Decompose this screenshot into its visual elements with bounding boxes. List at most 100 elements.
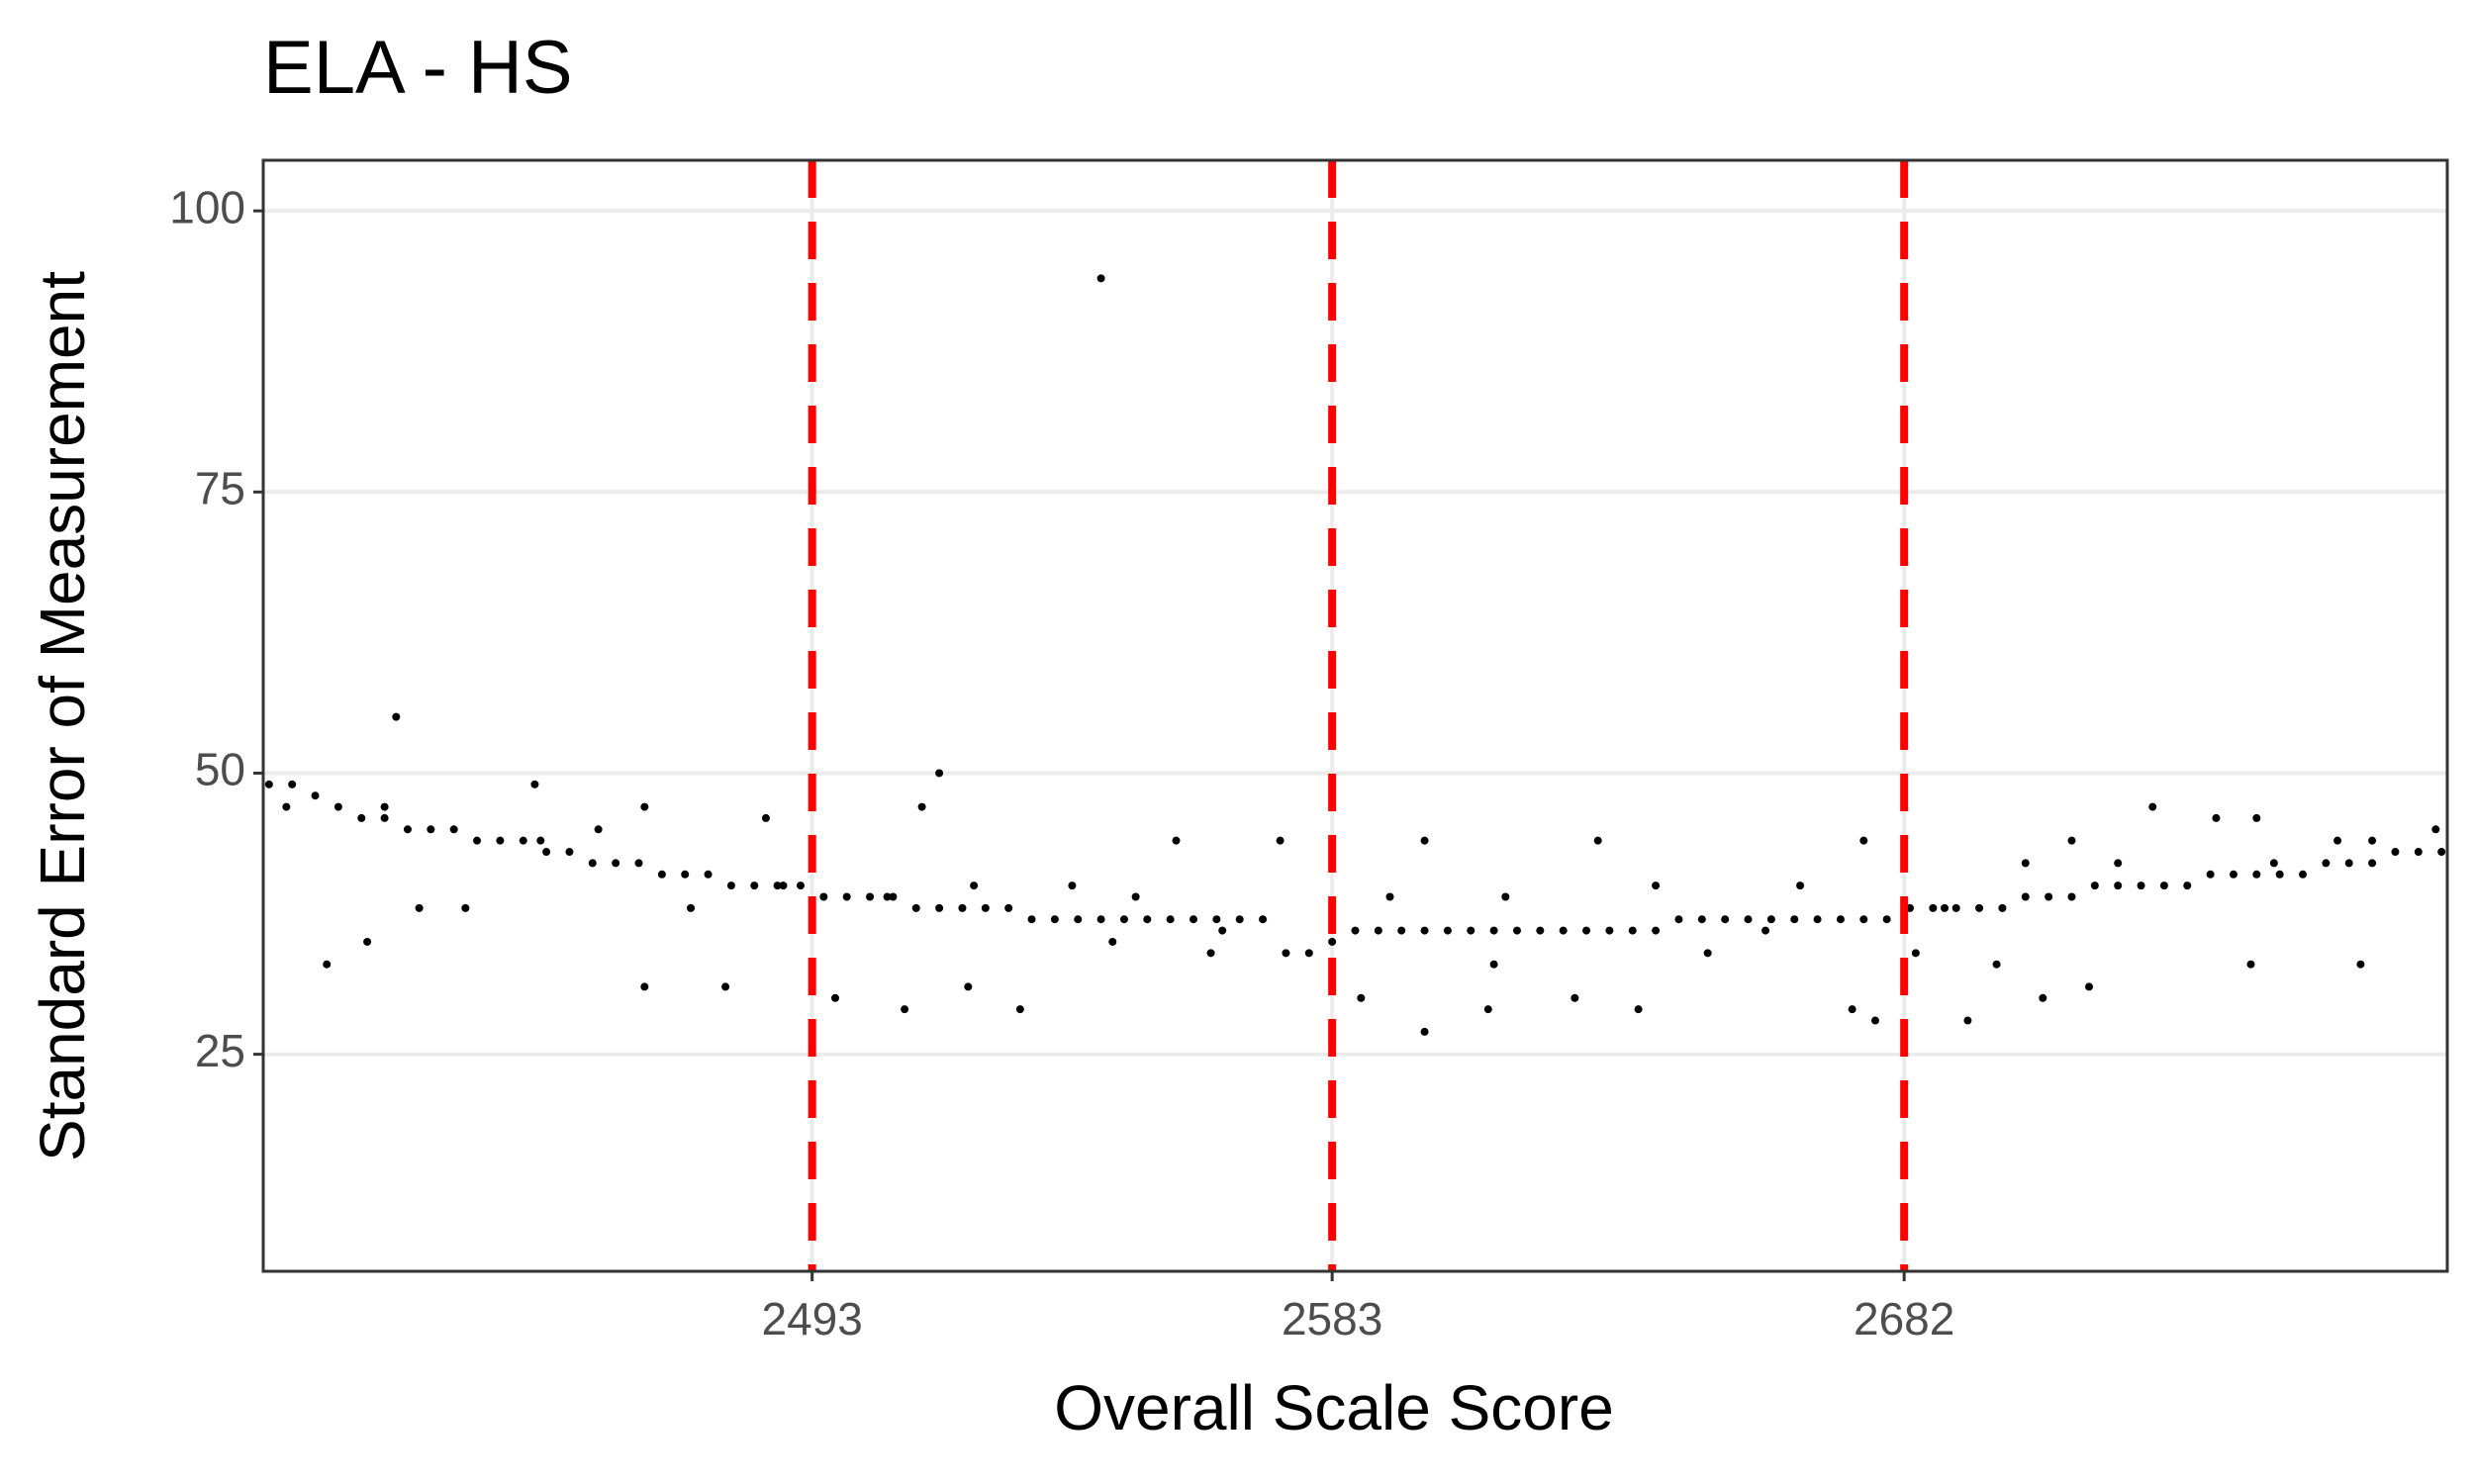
point: [363, 937, 372, 946]
point: [1501, 892, 1510, 901]
point: [1131, 892, 1140, 901]
point: [2246, 960, 2255, 969]
point: [2021, 892, 2030, 901]
point: [917, 802, 926, 811]
point: [2090, 881, 2099, 890]
point: [1212, 915, 1221, 924]
point: [2275, 870, 2284, 879]
point: [964, 982, 973, 991]
x-tick-label: 2682: [1854, 1293, 1954, 1345]
point: [796, 881, 805, 890]
point: [2252, 870, 2261, 879]
plot-border: [261, 158, 2449, 1273]
point: [1836, 915, 1845, 924]
point: [380, 802, 389, 811]
point: [1206, 949, 1215, 958]
point: [1813, 915, 1822, 924]
point: [536, 836, 545, 845]
point: [1328, 937, 1337, 946]
point: [1697, 915, 1706, 924]
point: [2039, 993, 2047, 1002]
point: [473, 836, 482, 845]
point: [380, 813, 389, 822]
point: [1951, 903, 1960, 912]
point: [449, 825, 458, 834]
point: [427, 825, 435, 834]
point: [819, 892, 828, 901]
point: [704, 870, 713, 879]
point: [1703, 949, 1712, 958]
point: [1172, 836, 1181, 845]
point: [403, 825, 412, 834]
point: [1848, 1005, 1856, 1014]
point: [726, 881, 735, 890]
point: [2114, 881, 2123, 890]
point: [935, 769, 944, 778]
point: [1652, 881, 1661, 890]
point: [1357, 993, 1366, 1002]
point: [288, 780, 297, 788]
point: [2299, 870, 2308, 879]
point: [2229, 870, 2237, 879]
point: [2148, 802, 2157, 811]
point: [1385, 892, 1394, 901]
x-axis-label: Overall Scale Score: [1054, 1372, 1614, 1443]
point: [1582, 926, 1591, 935]
point: [1559, 926, 1568, 935]
point: [1420, 1027, 1429, 1036]
point: [612, 859, 620, 868]
point: [640, 982, 649, 991]
point: [911, 903, 920, 912]
point: [1911, 949, 1920, 958]
point: [392, 712, 401, 721]
point: [2067, 892, 2076, 901]
y-axis-label: Standard Error of Measurement: [27, 271, 98, 1161]
point: [1796, 881, 1805, 890]
point: [2437, 848, 2446, 857]
point: [282, 802, 291, 811]
point: [1096, 274, 1105, 283]
point: [2252, 813, 2261, 822]
point: [1859, 836, 1868, 845]
point: [2085, 982, 2094, 991]
point: [1074, 915, 1083, 924]
point: [1351, 926, 1360, 935]
point: [1941, 903, 1950, 912]
point: [1512, 926, 1521, 935]
point: [565, 848, 574, 857]
point: [1721, 915, 1730, 924]
point: [519, 836, 527, 845]
point: [2431, 825, 2440, 834]
point: [1634, 1005, 1643, 1014]
point: [530, 780, 539, 788]
point: [779, 881, 788, 890]
point: [1992, 960, 2001, 969]
point: [496, 836, 505, 845]
point: [640, 802, 649, 811]
point: [264, 780, 273, 788]
point: [1259, 915, 1268, 924]
point: [1276, 836, 1285, 845]
point: [1652, 926, 1661, 935]
point: [1998, 903, 2007, 912]
point: [2368, 836, 2377, 845]
point: [2137, 881, 2145, 890]
point: [2183, 881, 2192, 890]
point: [1096, 915, 1105, 924]
point: [1420, 836, 1429, 845]
point: [1304, 949, 1313, 958]
point: [1004, 903, 1013, 912]
point: [333, 802, 342, 811]
point: [2368, 859, 2377, 868]
point: [842, 892, 851, 901]
point: [889, 892, 898, 901]
point: [634, 859, 643, 868]
point: [687, 903, 696, 912]
point: [1027, 915, 1036, 924]
point: [1218, 926, 1227, 935]
point: [2333, 836, 2342, 845]
point: [1963, 1016, 1972, 1025]
